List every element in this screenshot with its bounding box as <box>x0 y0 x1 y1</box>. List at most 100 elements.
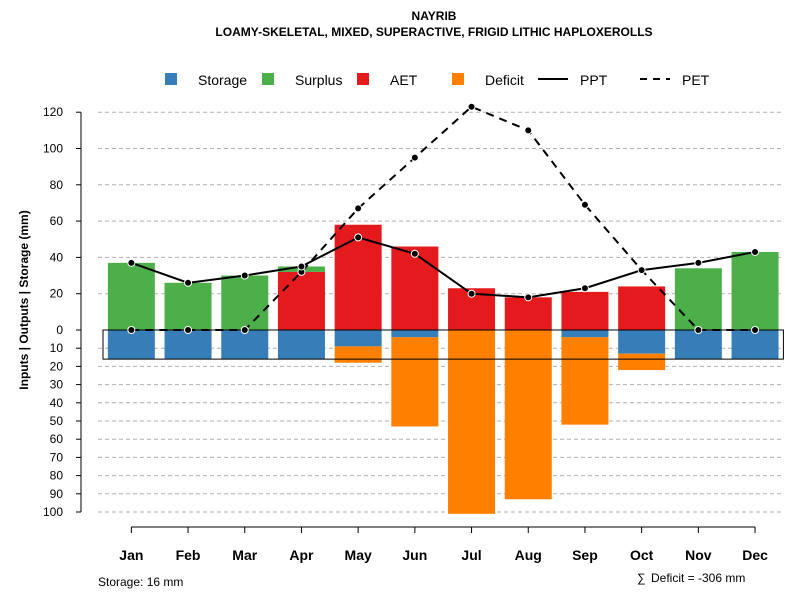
bar-storage-apr <box>277 330 325 360</box>
ppt-point-mar <box>240 271 249 280</box>
bar-surplus-dec <box>731 251 779 330</box>
axes: 0 20 40 60 80 100 120 10 20 30 40 50 60 70 80 90 100 Jan F… <box>43 105 768 563</box>
ppt-point-aug <box>524 293 533 302</box>
y-tick-label-100: 100 <box>43 142 63 156</box>
y-tick-label-down-10: 10 <box>50 341 64 355</box>
y-tick-label-down-30: 30 <box>50 378 64 392</box>
ppt-point-dec <box>751 247 760 256</box>
ppt-point-oct <box>637 266 646 275</box>
y-tick-label-40: 40 <box>50 250 64 264</box>
pet-point-jun <box>410 153 419 162</box>
y-tick-label-80: 80 <box>50 178 64 192</box>
legend-label-ppt: PPT <box>580 72 608 88</box>
ppt-point-jun <box>410 249 419 258</box>
ppt-point-may <box>354 233 363 242</box>
legend-label-pet: PET <box>682 72 710 88</box>
bar-deficit-oct <box>618 353 666 371</box>
pet-point-nov <box>694 326 703 334</box>
pet-point-jul <box>467 102 476 111</box>
gridlines <box>98 111 782 513</box>
chart-subtitle: LOAMY-SKELETAL, MIXED, SUPERACTIVE, FRIG… <box>215 25 652 39</box>
bar-storage-may <box>334 330 382 347</box>
deficit-footnote: Deficit = -306 mm <box>651 571 745 585</box>
bar-deficit-may <box>334 346 382 363</box>
pet-point-aug <box>524 126 533 135</box>
ppt-point-nov <box>694 258 703 267</box>
bar-aet-oct <box>618 286 666 330</box>
y-tick-label-down-100: 100 <box>43 505 63 519</box>
pet-point-feb <box>184 326 193 334</box>
legend-label-deficit: Deficit <box>485 72 524 88</box>
bar-deficit-jul <box>448 330 496 514</box>
ppt-point-jan <box>127 258 136 267</box>
storage-capacity-outline <box>102 329 784 360</box>
legend-swatch-deficit <box>452 73 464 85</box>
bar-surplus-nov <box>674 268 722 330</box>
bar-deficit-jun <box>391 337 439 427</box>
deficit-sum-symbol: ∑ <box>637 571 646 585</box>
legend-label-storage: Storage <box>198 72 247 88</box>
x-tick-label-sep: Sep <box>572 547 598 563</box>
bar-storage-mar <box>221 330 269 360</box>
x-tick-label-nov: Nov <box>685 547 712 563</box>
legend-swatch-surplus <box>262 73 274 85</box>
legend: Storage Surplus AET Deficit PPT PET <box>165 72 710 88</box>
y-tick-label-20: 20 <box>50 287 64 301</box>
legend-label-surplus: Surplus <box>295 72 342 88</box>
pet-point-jan <box>127 326 136 334</box>
y-tick-label-down-70: 70 <box>50 450 64 464</box>
y-tick-label-60: 60 <box>50 214 64 228</box>
pet-point-sep <box>580 200 589 209</box>
bar-storage-jun <box>391 330 439 338</box>
bar-storage-sep <box>561 330 609 338</box>
pet-point-may <box>354 204 363 213</box>
y-axis-label: Inputs | Outputs | Storage (mm) <box>17 210 31 389</box>
x-tick-label-dec: Dec <box>742 547 768 563</box>
bar-deficit-aug <box>504 330 552 500</box>
storage-capacity-box <box>102 329 784 360</box>
y-tick-label-120: 120 <box>43 105 63 119</box>
y-tick-label-down-20: 20 <box>50 359 64 373</box>
bar-surplus-feb <box>164 282 212 330</box>
x-tick-label-aug: Aug <box>515 547 542 563</box>
pet-point-dec <box>751 326 760 334</box>
ppt-point-sep <box>580 284 589 293</box>
bar-aet-jun <box>391 246 439 330</box>
y-tick-label-0: 0 <box>56 323 63 337</box>
bars <box>107 224 779 514</box>
legend-swatch-storage <box>165 73 177 85</box>
bar-storage-nov <box>674 330 722 360</box>
bar-aet-apr <box>277 271 325 330</box>
pet-line <box>131 105 756 331</box>
bar-storage-oct <box>618 330 666 354</box>
bar-storage-dec <box>731 330 779 360</box>
x-tick-label-jul: Jul <box>461 547 481 563</box>
ppt-point-feb <box>184 278 193 287</box>
ppt-point-apr <box>297 262 306 271</box>
bar-storage-jan <box>107 330 155 360</box>
bar-surplus-jan <box>107 262 155 330</box>
x-tick-label-apr: Apr <box>289 547 314 563</box>
legend-swatch-aet <box>357 73 369 85</box>
x-tick-label-may: May <box>345 547 372 563</box>
x-tick-label-jan: Jan <box>119 547 143 563</box>
y-tick-label-down-40: 40 <box>50 396 64 410</box>
bar-surplus-mar <box>221 275 269 330</box>
bar-deficit-sep <box>561 337 609 425</box>
ppt-line <box>131 236 756 299</box>
pet-point-mar <box>240 326 249 334</box>
legend-label-aet: AET <box>390 72 418 88</box>
x-tick-label-feb: Feb <box>176 547 201 563</box>
y-tick-label-down-90: 90 <box>50 487 64 501</box>
y-tick-label-down-60: 60 <box>50 432 64 446</box>
bar-aet-aug <box>504 297 552 330</box>
y-tick-label-down-50: 50 <box>50 414 64 428</box>
storage-footnote: Storage: 16 mm <box>98 575 183 589</box>
x-tick-label-jun: Jun <box>402 547 427 563</box>
bar-storage-feb <box>164 330 212 360</box>
y-tick-label-down-80: 80 <box>50 469 64 483</box>
chart-title: NAYRIB <box>412 9 457 23</box>
ppt-point-jul <box>467 289 476 298</box>
bar-aet-sep <box>561 291 609 330</box>
